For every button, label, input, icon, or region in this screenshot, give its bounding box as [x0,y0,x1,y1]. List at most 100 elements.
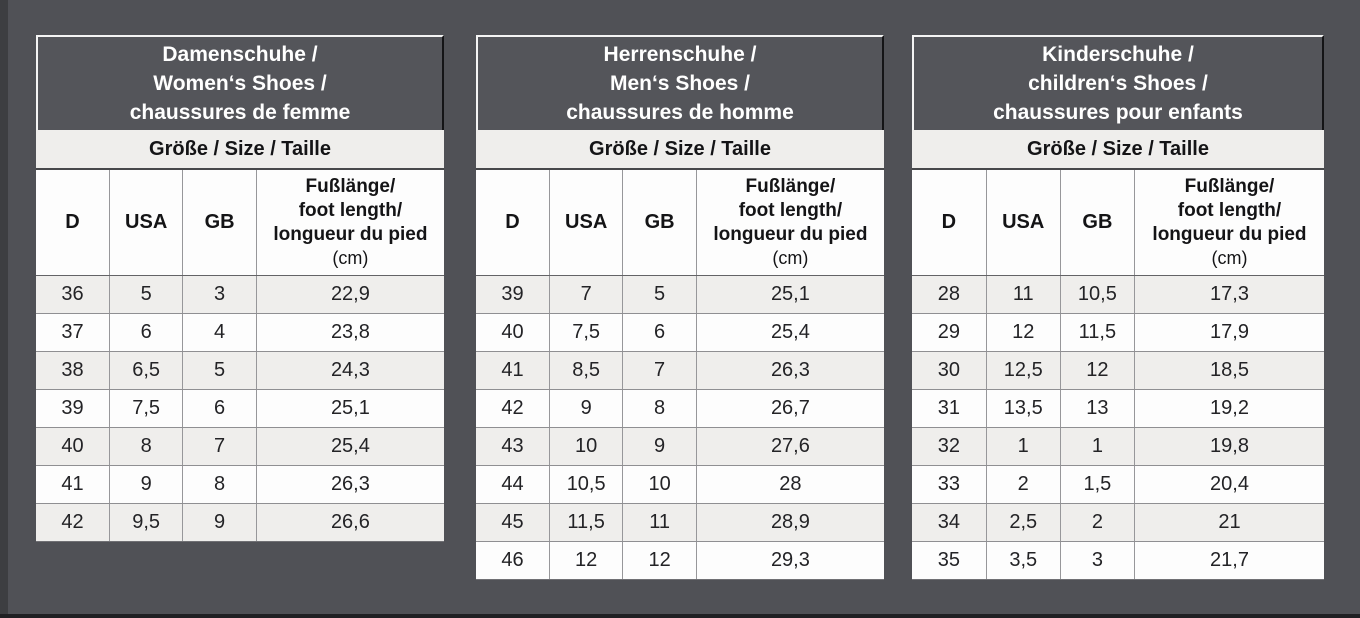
col-header-d: D [912,170,987,276]
cell-footlength: 26,6 [256,503,444,542]
col-header-usa: USA [109,170,184,276]
cell-usa: 9 [109,465,184,504]
cell-footlength: 23,8 [256,313,444,352]
cell-gb: 7 [182,427,257,466]
col-header-usa: USA [549,170,624,276]
cell-usa: 8,5 [549,351,624,390]
cell-d: 36 [36,275,110,314]
table-row: 44 10,5 10 28 [476,465,884,504]
table-row: 29 12 11,5 17,9 [912,313,1324,352]
cell-usa: 13,5 [986,389,1061,428]
cell-gb: 5 [182,351,257,390]
table-title-childrens: Kinderschuhe / children‘s Shoes / chauss… [912,35,1324,130]
cell-footlength: 26,7 [696,389,884,428]
size-band: Größe / Size / Taille [36,130,444,170]
title-line: Women‘s Shoes / [153,72,327,95]
col-header-gb: GB [1060,170,1135,276]
column-header-row: D USA GB Fußlänge/ foot length/ longueur… [912,170,1324,276]
cell-d: 46 [476,541,550,580]
cell-gb: 7 [622,351,697,390]
cell-d: 34 [912,503,987,542]
cell-usa: 5 [109,275,184,314]
cell-gb: 11,5 [1060,313,1135,352]
cell-gb: 12 [622,541,697,580]
footlength-line: longueur du pied [273,224,428,245]
cell-usa: 2,5 [986,503,1061,542]
cell-usa: 11,5 [549,503,624,542]
title-line: Men‘s Shoes / [609,72,751,95]
table-row: 39 7 5 25,1 [476,275,884,314]
table-row: 32 1 1 19,8 [912,427,1324,466]
cell-gb: 10 [622,465,697,504]
cell-gb: 9 [182,503,257,542]
cell-gb: 3 [1060,541,1135,580]
shoe-size-tables: Damenschuhe / Women‘s Shoes / chaussures… [36,35,1324,580]
table-row: 36 5 3 22,9 [36,275,444,314]
col-header-footlength: Fußlänge/ foot length/ longueur du pied … [1134,170,1324,276]
cell-gb: 9 [622,427,697,466]
cell-usa: 7,5 [549,313,624,352]
cell-usa: 7,5 [109,389,184,428]
cell-d: 40 [476,313,550,352]
table-row: 45 11,5 11 28,9 [476,503,884,542]
col-header-gb: GB [622,170,697,276]
cell-gb: 12 [1060,351,1135,390]
cell-gb: 1,5 [1060,465,1135,504]
cell-footlength: 21 [1134,503,1324,542]
footlength-line: Fußlänge/ [745,176,836,197]
cell-usa: 6 [109,313,184,352]
footlength-line: longueur du pied [1152,224,1307,245]
cell-d: 44 [476,465,550,504]
cell-gb: 13 [1060,389,1135,428]
cell-d: 28 [912,275,987,314]
title-line: chaussures de femme [129,101,351,124]
title-line: Herrenschuhe / [603,43,757,66]
col-header-usa: USA [986,170,1061,276]
title-line: chaussures de homme [566,101,794,124]
table-title-womens: Damenschuhe / Women‘s Shoes / chaussures… [36,35,444,130]
mens-shoes-table: Herrenschuhe / Men‘s Shoes / chaussures … [476,35,884,580]
cell-d: 29 [912,313,987,352]
footlength-unit: (cm) [772,248,809,268]
cell-footlength: 28 [696,465,884,504]
table-row: 43 10 9 27,6 [476,427,884,466]
title-line: Damenschuhe / [162,43,318,66]
cell-footlength: 25,1 [696,275,884,314]
photo-left-edge [0,0,8,618]
footlength-line: foot length/ [298,200,403,221]
title-line: children‘s Shoes / [1028,72,1208,95]
cell-gb: 2 [1060,503,1135,542]
cell-gb: 6 [182,389,257,428]
cell-gb: 5 [622,275,697,314]
cell-d: 38 [36,351,110,390]
cell-gb: 8 [182,465,257,504]
cell-footlength: 17,9 [1134,313,1324,352]
table-row: 46 12 12 29,3 [476,541,884,580]
cell-d: 39 [36,389,110,428]
cell-usa: 3,5 [986,541,1061,580]
size-grid: D USA GB Fußlänge/ foot length/ longueur… [36,170,444,542]
cell-d: 33 [912,465,987,504]
cell-d: 41 [476,351,550,390]
cell-d: 43 [476,427,550,466]
table-row: 42 9,5 9 26,6 [36,503,444,542]
table-title-mens: Herrenschuhe / Men‘s Shoes / chaussures … [476,35,884,130]
cell-footlength: 21,7 [1134,541,1324,580]
cell-footlength: 25,1 [256,389,444,428]
cell-footlength: 26,3 [696,351,884,390]
column-header-row: D USA GB Fußlänge/ foot length/ longueur… [476,170,884,276]
cell-footlength: 17,3 [1134,275,1324,314]
cell-footlength: 25,4 [256,427,444,466]
table-row: 39 7,5 6 25,1 [36,389,444,428]
cell-footlength: 25,4 [696,313,884,352]
cell-gb: 1 [1060,427,1135,466]
footlength-line: foot length/ [1177,200,1282,221]
cell-usa: 2 [986,465,1061,504]
cell-usa: 8 [109,427,184,466]
table-row: 30 12,5 12 18,5 [912,351,1324,390]
cell-usa: 1 [986,427,1061,466]
cell-footlength: 29,3 [696,541,884,580]
table-row: 42 9 8 26,7 [476,389,884,428]
table-row: 31 13,5 13 19,2 [912,389,1324,428]
womens-shoes-table: Damenschuhe / Women‘s Shoes / chaussures… [36,35,444,542]
